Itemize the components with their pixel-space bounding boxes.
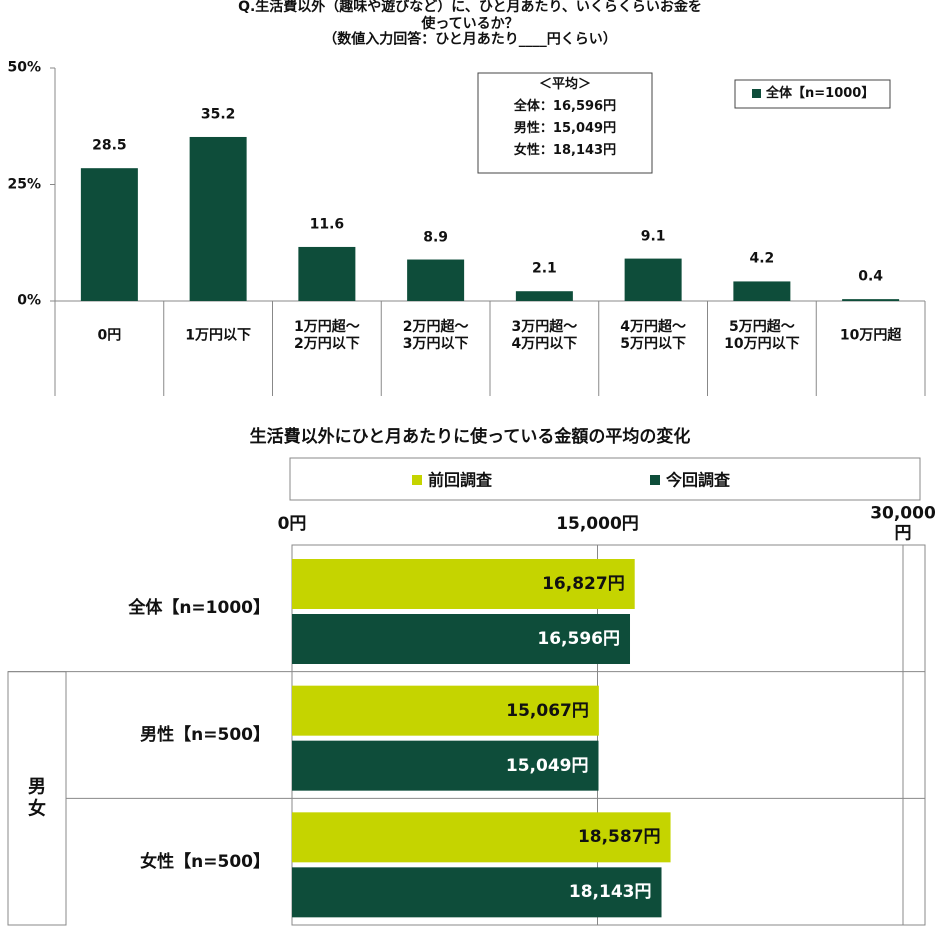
x-tick-label: 1万円以下 [185, 327, 251, 344]
y-tick-label: 女性【n=500】 [140, 851, 270, 872]
data-label: 28.5 [92, 137, 127, 154]
data-label: 2.1 [531, 260, 557, 277]
bar [515, 291, 573, 301]
x-tick-label: 3万円超～ 4万円以下 [511, 319, 578, 352]
data-label: 16,596円 [537, 628, 620, 649]
data-label: 9.1 [640, 228, 666, 245]
x-tick-label: 30,000円 [870, 503, 936, 544]
data-label: 18,143円 [568, 882, 652, 903]
bar [733, 281, 791, 301]
x-tick-label: 5万円超～ 10万円以下 [724, 319, 800, 352]
y-tick-label: 50% [7, 59, 41, 76]
x-tick-label: 4万円超～ 5万円以下 [620, 319, 686, 352]
bar [292, 614, 631, 664]
legend-label: 今回調査 [666, 470, 731, 490]
bar [292, 740, 599, 791]
x-tick-label: 0円 [97, 327, 122, 344]
data-label: 4.2 [749, 251, 775, 268]
bar [292, 867, 662, 918]
y-tick-label: 25% [7, 176, 41, 193]
group-box [7, 671, 67, 926]
data-label: 15,049円 [505, 755, 589, 776]
bar [292, 812, 671, 863]
annotation-box [477, 72, 653, 174]
bar [80, 168, 138, 301]
x-tick-label: 1万円超～ 2万円以下 [294, 319, 360, 352]
bar [298, 246, 356, 301]
bar [292, 685, 599, 736]
group-label: 男女 [28, 776, 46, 820]
data-label: 16,827円 [542, 573, 625, 594]
y-tick-label: 全体【n=1000】 [128, 598, 270, 619]
data-label: 8.9 [423, 229, 449, 246]
data-label: 11.6 [309, 216, 345, 233]
data-label: 15,067円 [506, 700, 589, 721]
chart-title: 生活費以外にひと月あたりに使っている金額の平均の変化 [249, 426, 691, 447]
x-tick-label: 15,000円 [556, 513, 639, 534]
annotation-text: 女性：18,143円 [513, 143, 617, 159]
data-label: 0.4 [858, 268, 884, 285]
bar [189, 136, 247, 301]
data-label: 18,587円 [577, 827, 661, 848]
legend-label: 前回調査 [428, 470, 493, 490]
bar [407, 259, 465, 301]
y-tick-label: 男性【n=500】 [140, 724, 270, 745]
x-tick-label: 0円 [277, 513, 307, 534]
annotation-text: ＜平均＞ [538, 77, 592, 93]
bar [842, 299, 900, 301]
y-tick-label: 0% [17, 292, 41, 309]
legend-swatch [412, 475, 422, 485]
chart-title: Q.生活費以外（趣味や遊びなど）に、ひと月あたり、いくらくらいお金を使っているか… [238, 0, 702, 32]
legend-label: 全体【n=1000】 [766, 86, 875, 102]
legend-swatch [752, 89, 761, 98]
annotation-text: 全体：16,596円 [513, 99, 617, 115]
x-tick-label: 10万円超 [839, 327, 902, 344]
legend-box [289, 457, 921, 501]
x-tick-label: 2万円超～ 3万円以下 [402, 319, 469, 352]
bar [292, 559, 635, 609]
chart-subtitle: （数値入力回答：ひと月あたり____円くらい） [323, 31, 617, 48]
bar [624, 258, 682, 301]
data-label: 35.2 [200, 106, 236, 123]
annotation-text: 男性：15,049円 [513, 121, 617, 137]
legend-swatch [650, 475, 660, 485]
